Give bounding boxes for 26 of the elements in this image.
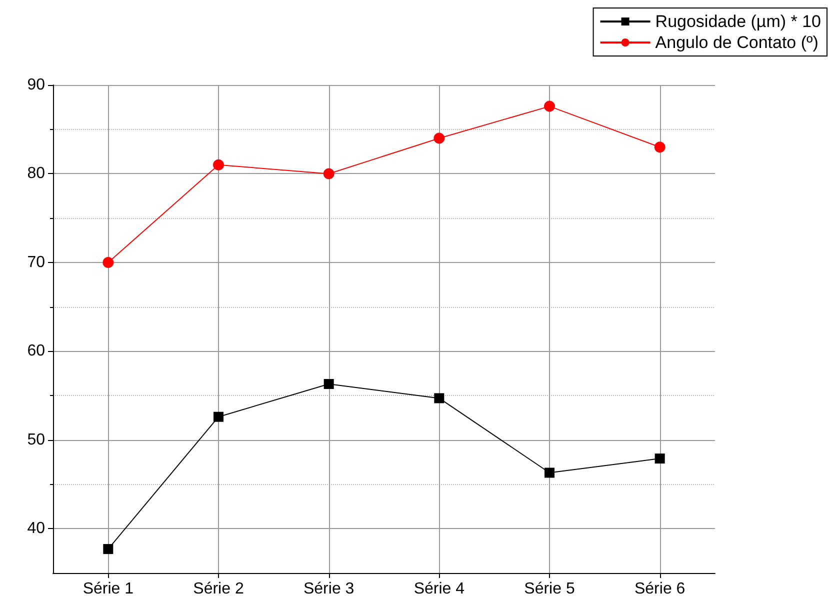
legend-label: Rugosidade (µm) * 10 (655, 12, 822, 31)
y-tick-label: 80 (27, 165, 46, 182)
point (214, 412, 224, 422)
y-tick-label: 70 (27, 254, 46, 271)
legend-label: Angulo de Contato (º) (655, 33, 818, 52)
x-tick-label: Série 6 (634, 580, 686, 598)
x-tick-label: Série 5 (524, 580, 575, 598)
y-tick-label: 90 (27, 76, 46, 94)
point (324, 379, 334, 390)
point (654, 142, 666, 153)
x-tick-label: Série 3 (303, 580, 354, 598)
y-tick-label: 40 (27, 520, 46, 538)
point (654, 454, 665, 464)
x-tick-label: Série 4 (414, 580, 465, 598)
point (323, 168, 334, 180)
point (103, 544, 114, 554)
point (544, 468, 554, 478)
point (434, 132, 445, 144)
y-tick-label: 60 (27, 342, 46, 360)
point (213, 159, 224, 170)
point (102, 256, 114, 268)
point (434, 393, 444, 404)
y-tick-label: 50 (27, 431, 46, 448)
x-tick-label: Série 2 (193, 580, 244, 598)
x-tick-label: Série 1 (82, 580, 134, 598)
point (544, 100, 555, 112)
